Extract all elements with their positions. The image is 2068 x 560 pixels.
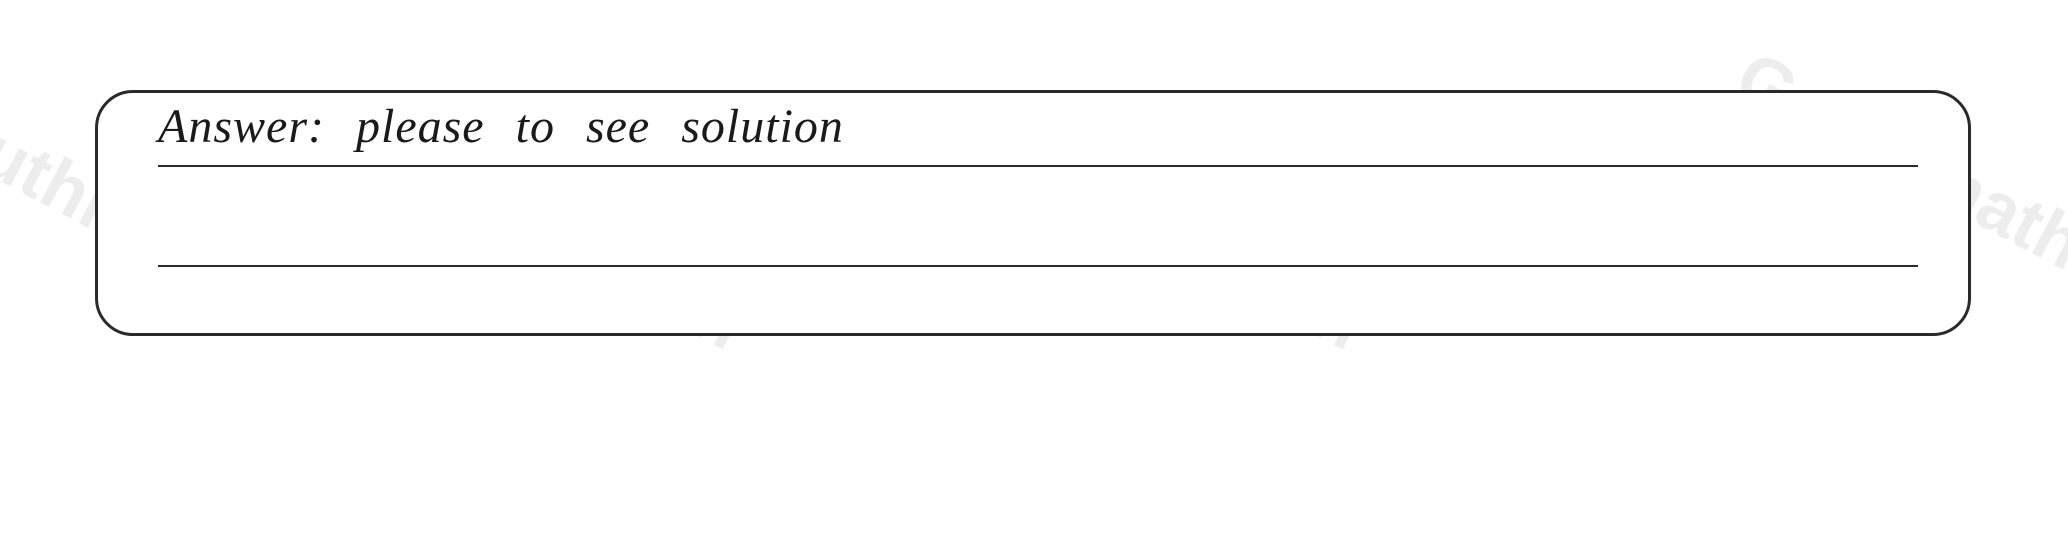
answer-text: Answer: please to see solution bbox=[158, 99, 844, 154]
rule-line-2 bbox=[158, 265, 1918, 267]
answer-box: Answer: please to see solution bbox=[95, 90, 1971, 336]
rule-line-1 bbox=[158, 165, 1918, 167]
